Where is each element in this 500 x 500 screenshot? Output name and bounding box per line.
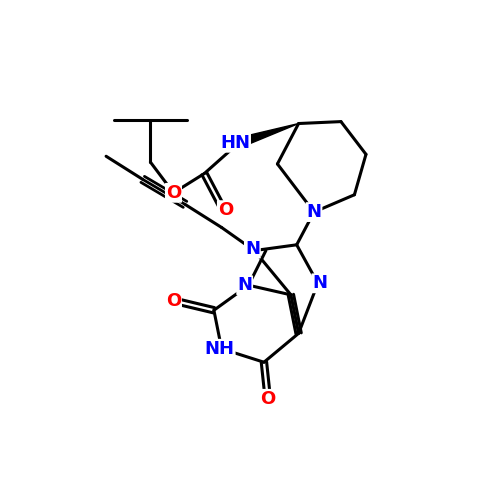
Text: N: N	[306, 203, 322, 221]
Text: O: O	[218, 201, 233, 219]
Text: HN: HN	[220, 134, 250, 152]
Text: NH: NH	[204, 340, 234, 358]
Text: O: O	[166, 184, 181, 202]
Text: N: N	[312, 274, 328, 292]
Text: O: O	[260, 390, 276, 408]
Text: N: N	[245, 240, 260, 258]
Text: O: O	[166, 292, 181, 310]
Text: N: N	[237, 276, 252, 294]
Polygon shape	[238, 124, 298, 148]
